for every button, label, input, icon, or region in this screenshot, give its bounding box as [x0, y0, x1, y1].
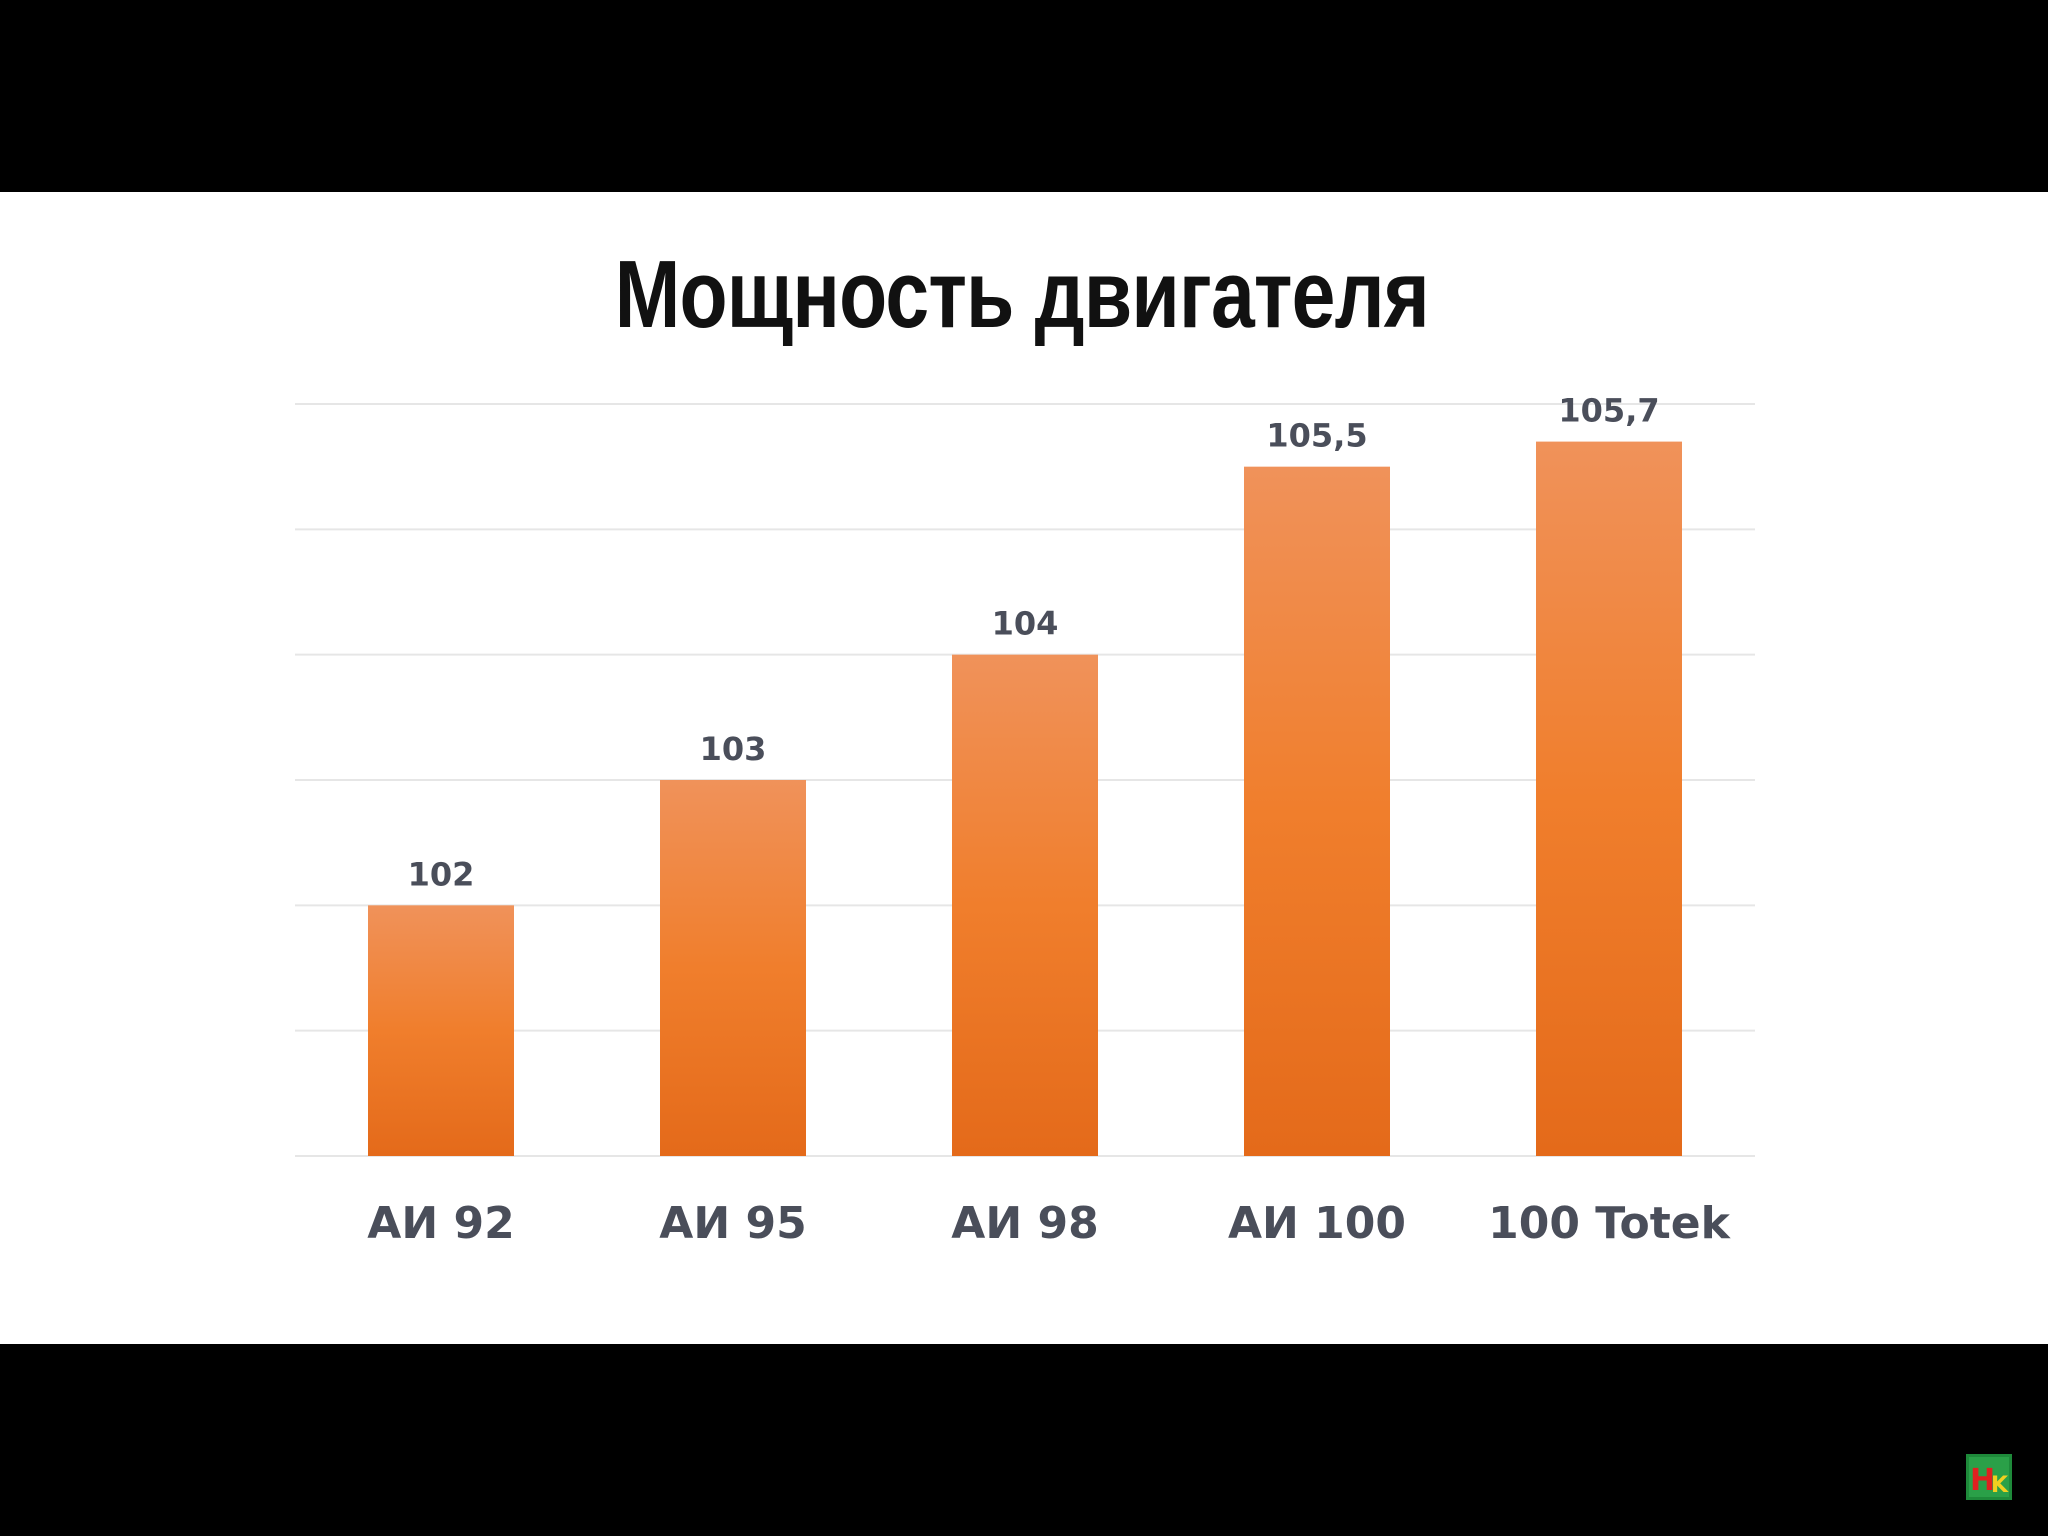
slide-area: Мощность двигателя 102 АИ 92 103 АИ 95 104 АИ…: [0, 192, 2048, 1344]
data-label: 103: [700, 730, 767, 768]
category-label: АИ 98: [951, 1198, 1098, 1249]
bar: [368, 905, 514, 1156]
category-label: 100 Totek: [1488, 1198, 1731, 1249]
bar: [1536, 441, 1682, 1157]
data-label: 102: [408, 855, 475, 893]
data-label: 105,7: [1558, 392, 1659, 430]
chart-title: Мощность двигателя: [614, 241, 1430, 348]
data-label: 104: [992, 605, 1059, 643]
bar: [1244, 466, 1390, 1157]
bar: [660, 780, 806, 1156]
category-label: АИ 100: [1228, 1198, 1406, 1249]
svg-text:H: H: [1970, 1463, 1995, 1498]
bar: [952, 654, 1098, 1156]
category-label: АИ 92: [367, 1198, 514, 1249]
bar-chart: 102 АИ 92 103 АИ 95 104 АИ 98 105,5 АИ 100 105,7…: [295, 392, 1755, 1249]
channel-logo: H K: [1966, 1454, 2012, 1500]
data-label: 105,5: [1266, 417, 1367, 455]
labels: 102 АИ 92 103 АИ 95 104 АИ 98 105,5 АИ 100 105,7…: [367, 392, 1731, 1249]
svg-text:K: K: [1991, 1473, 2009, 1498]
category-label: АИ 95: [659, 1198, 806, 1249]
bars: [368, 441, 1682, 1157]
